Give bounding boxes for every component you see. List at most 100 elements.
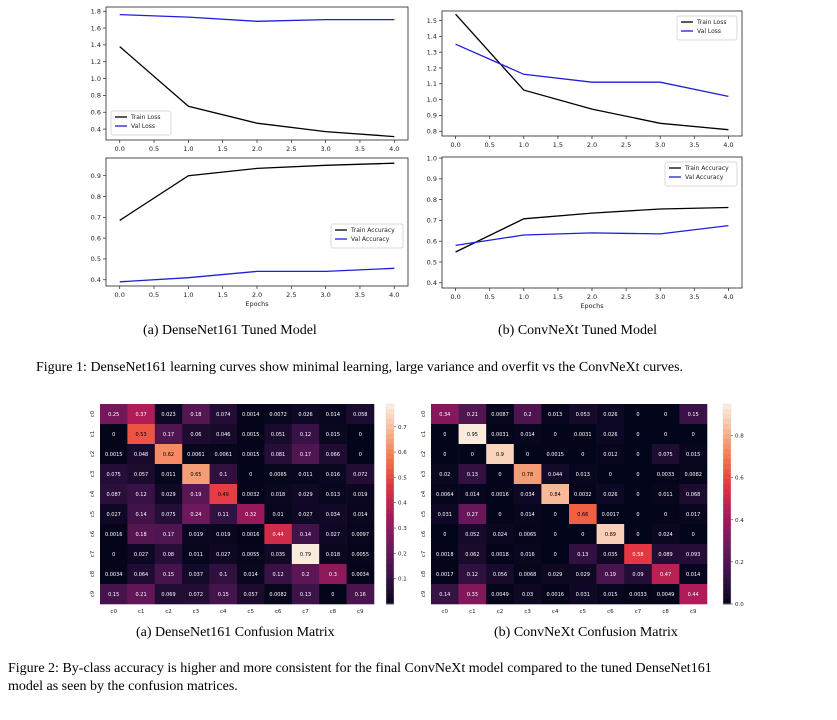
cx-cm-cell (458, 564, 487, 585)
cx-cm-cell-label: 0.031 (576, 592, 590, 598)
cx-cm-cell (486, 484, 515, 505)
dn-cm-cell (291, 424, 320, 445)
dn-cm-cell-label: 0.0072 (269, 412, 287, 418)
cx-cm-cell (569, 424, 597, 445)
dn-acc-xtick-label: 2.5 (286, 291, 296, 299)
dn-cm-row-label: c0 (90, 410, 96, 417)
cx-cm-cell (513, 564, 542, 585)
dn-acc-xlabel: Epochs (245, 300, 269, 308)
dn-cm-colorbar-label: 0.3 (398, 526, 407, 532)
cx-cm-cell (541, 484, 570, 505)
dn-cm-cell-label: 0 (359, 452, 362, 458)
cx-cm-cell (569, 544, 597, 565)
dn-cm-cell-label: 0.0055 (242, 552, 260, 558)
cx-cm-cell-label: 0.017 (686, 512, 700, 518)
dn-cm-cell-label: 0.15 (218, 592, 229, 598)
dn-cm-colorbar-segment (386, 579, 394, 585)
cx-cm-cell-label: 0.044 (548, 472, 562, 478)
cx-acc-xtick-label: 0.5 (485, 293, 495, 301)
cx-cm-cell (486, 464, 515, 485)
dn-cm-cell-label: 0.0015 (242, 432, 260, 438)
cx-cm-row-label: c3 (421, 470, 427, 477)
dn-cm-cell (319, 504, 347, 525)
dn-cm-cell (237, 424, 265, 445)
dn-acc-series-0 (119, 162, 395, 221)
cx-acc-series-1 (455, 224, 729, 247)
dn-cm-cell-label: 0 (112, 432, 115, 438)
cx-cm-cell-label: 0 (471, 452, 474, 458)
cx-cm-cell (596, 564, 625, 585)
cx-cm-cell-label: 0.053 (576, 412, 590, 418)
figure1-subcaption-a: (a) DenseNet161 Tuned Model (143, 323, 317, 338)
dn-cm-cell-label: 0.057 (244, 592, 258, 598)
cx-cm-cell-label: 0.014 (520, 512, 534, 518)
cx-cm-cell (541, 444, 570, 465)
dn-cm-cell (237, 524, 265, 545)
dn-cm-cell-label: 0.21 (136, 592, 147, 598)
cx-cm-cell-label: 0.66 (577, 512, 588, 518)
dn-cm-colorbar-segment (386, 559, 394, 565)
cx-cm-cell-label: 0.0087 (491, 412, 509, 418)
dn-cm-cell (291, 484, 320, 505)
dn-acc-xtick-label: 1.0 (183, 291, 193, 299)
dn-cm-cell-label: 0.13 (300, 592, 311, 598)
dn-cm-colorbar-segment (386, 504, 394, 510)
cx-cm-cell-label: 0 (581, 452, 584, 458)
dn-cm-cell-label: 0.066 (326, 452, 340, 458)
dn-cm-cell-label: 0.014 (326, 412, 340, 418)
dn-cm-cell-label: 0.15 (108, 592, 119, 598)
dn-cm-colorbar-segment (386, 414, 394, 420)
dn-cm-cell (209, 424, 238, 445)
cx-cm-cell-label: 0.0033 (657, 472, 675, 478)
cx-cm-cell (458, 464, 487, 485)
cx-cm-cell-label: 0 (609, 472, 612, 478)
cx-loss-xtick-label: 2.0 (587, 141, 597, 149)
dn-cm-row-label: c3 (90, 470, 96, 477)
cx-cm-colorbar-segment (723, 519, 731, 525)
cx-cm-cell (679, 524, 708, 545)
cx-cm-cell-label: 0 (692, 532, 695, 538)
dn-cm-colorbar-segment (386, 479, 394, 485)
dn-cm-cell-label: 0.18 (136, 532, 147, 538)
cx-cm-cell-label: 0 (692, 432, 695, 438)
cx-cm-cell (679, 564, 708, 585)
cx-cm-cell-label: 0.13 (467, 472, 478, 478)
cx-cm-cell-label: 0.15 (688, 412, 699, 418)
cx-cm-cell (541, 564, 570, 585)
figure2-caption-line1: Figure 2: By-class accuracy is higher an… (8, 661, 712, 676)
cx-cm-cell-label: 0.44 (688, 592, 699, 598)
dn-cm-cell (264, 424, 293, 445)
cx-cm-cell (679, 404, 708, 425)
cx-cm-cell-label: 0.12 (467, 572, 478, 578)
dn-cm-col-label: c5 (247, 609, 254, 615)
cx-cm-colorbar-segment (723, 464, 731, 470)
cx-cm-row-label: c2 (421, 451, 427, 458)
dn-cm-cell (346, 424, 375, 445)
dn-cm-cell (237, 544, 265, 565)
cx-cm-cell-label: 0.84 (550, 492, 561, 498)
cx-cm-cell-label: 0 (664, 512, 667, 518)
dn-cm-colorbar-segment (386, 434, 394, 440)
dn-cm-colorbar-segment (386, 574, 394, 580)
cx-cm-cell-label: 0.95 (467, 432, 478, 438)
dn-cm-cell (182, 464, 210, 485)
cx-acc-legend-box (664, 161, 738, 187)
cx-acc-xtick-label: 2.0 (587, 293, 597, 301)
cx-cm-cell-label: 0.0031 (491, 432, 509, 438)
dn-cm-cell (100, 504, 128, 525)
dn-cm-cell (154, 524, 183, 545)
cx-cm-colorbar-label: 0.8 (735, 434, 744, 440)
cx-cm-cell (651, 424, 680, 445)
dn-loss-xtick-label: 3.5 (355, 145, 365, 153)
dn-cm-cell-label: 0.013 (326, 492, 340, 498)
dn-cm-cell-label: 0 (331, 592, 334, 598)
dn-acc-xtick-label: 3.0 (320, 291, 330, 299)
cx-cm-cell-label: 0.0018 (436, 552, 454, 558)
dn-acc-xtick-label: 4.0 (389, 291, 399, 299)
dn-cm-cell-label: 0.17 (163, 432, 174, 438)
cx-cm-cell-label: 0.89 (605, 532, 616, 538)
cx-cm-colorbar-segment (723, 534, 731, 540)
dn-cm-cell-label: 0.027 (326, 532, 340, 538)
cx-cm-cell (596, 504, 625, 525)
dn-cm-col-label: c4 (220, 609, 227, 615)
